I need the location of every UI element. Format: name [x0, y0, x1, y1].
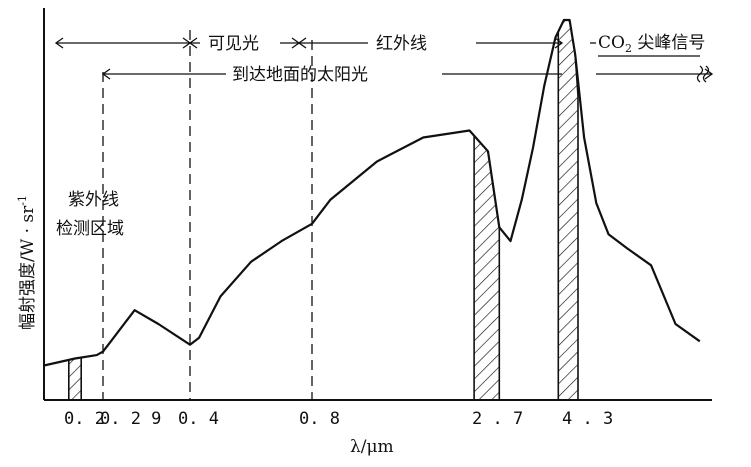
x-axis-label: λ/μm [350, 437, 394, 457]
x-tick-label: 0. 2 9 [100, 409, 161, 429]
solar-label: 到达地面的太阳光 [232, 65, 368, 85]
series-line [43, 18, 701, 367]
uv-label-line1: 紫外线 [68, 190, 119, 210]
x-tick-label: 0. 8 [299, 409, 340, 429]
shaded-band-2 [473, 133, 501, 401]
co2-peak-label: CO2 尖峰信号 [598, 33, 705, 55]
x-tick-label: 4 . 3 [562, 409, 613, 429]
shaded-band-1 [68, 356, 82, 401]
visible-light-label: 可见光 [208, 34, 259, 54]
infrared-label: 红外线 [376, 34, 427, 54]
x-tick-label: 0. 2 [64, 409, 105, 429]
shaded-band-3 [557, 19, 579, 401]
uv-label-line2: 检测区域 [56, 219, 124, 239]
y-axis-label: 幅射强度/W · sr-1 [16, 195, 38, 330]
visible-range-arrows [54, 37, 714, 83]
x-tick-label: 2 . 7 [472, 409, 523, 429]
x-tick-label: 0. 4 [178, 409, 219, 429]
x-tick-labels: 0. 20. 2 9 0. 4 0. 8 2 . 7 4 . 3 [64, 409, 613, 429]
